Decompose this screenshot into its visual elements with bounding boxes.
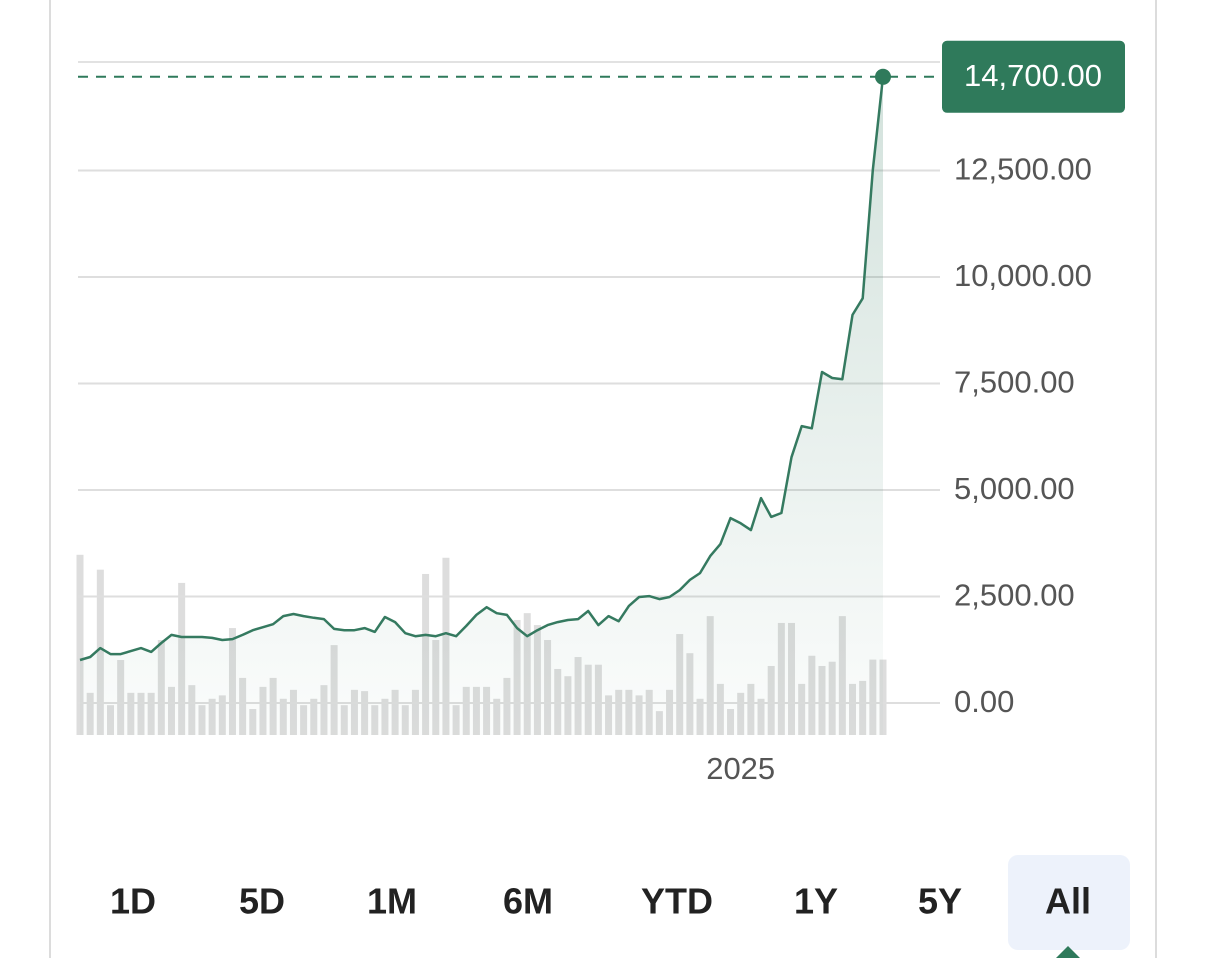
range-button[interactable]: 5Y	[918, 881, 962, 922]
y-tick-label: 2,500.00	[954, 578, 1075, 613]
x-tick-label: 2025	[706, 751, 775, 786]
range-button[interactable]: All	[1045, 881, 1091, 922]
y-tick-label: 12,500.00	[954, 152, 1092, 187]
range-button[interactable]: 1D	[110, 881, 156, 922]
last-price-dot	[875, 68, 891, 85]
y-tick-label: 0.00	[954, 684, 1014, 719]
range-button[interactable]: 1M	[367, 881, 417, 922]
selected-button-bg	[1008, 855, 1130, 950]
area-fill	[80, 76, 883, 736]
range-button[interactable]: 1Y	[794, 881, 838, 922]
range-button[interactable]: YTD	[641, 881, 713, 922]
range-button[interactable]: 5D	[239, 881, 285, 922]
volume-bar	[76, 554, 84, 735]
last-price-badge	[942, 40, 1125, 113]
selected-indicator	[1056, 946, 1080, 958]
y-tick-label: 5,000.00	[954, 471, 1075, 506]
last-price-label: 14,700.00	[964, 58, 1102, 93]
y-tick-label: 10,000.00	[954, 258, 1092, 293]
range-button[interactable]: 6M	[503, 881, 553, 922]
plot: 0.00 2,500.00 5,000.00 7,500.00 10,000.00 12,…	[76, 40, 1125, 786]
price-line	[79, 76, 885, 662]
y-tick-label: 7,500.00	[954, 365, 1075, 400]
range-buttons: 1D 5D 1M 6M YTD 1Y 5Y All	[110, 855, 1130, 958]
